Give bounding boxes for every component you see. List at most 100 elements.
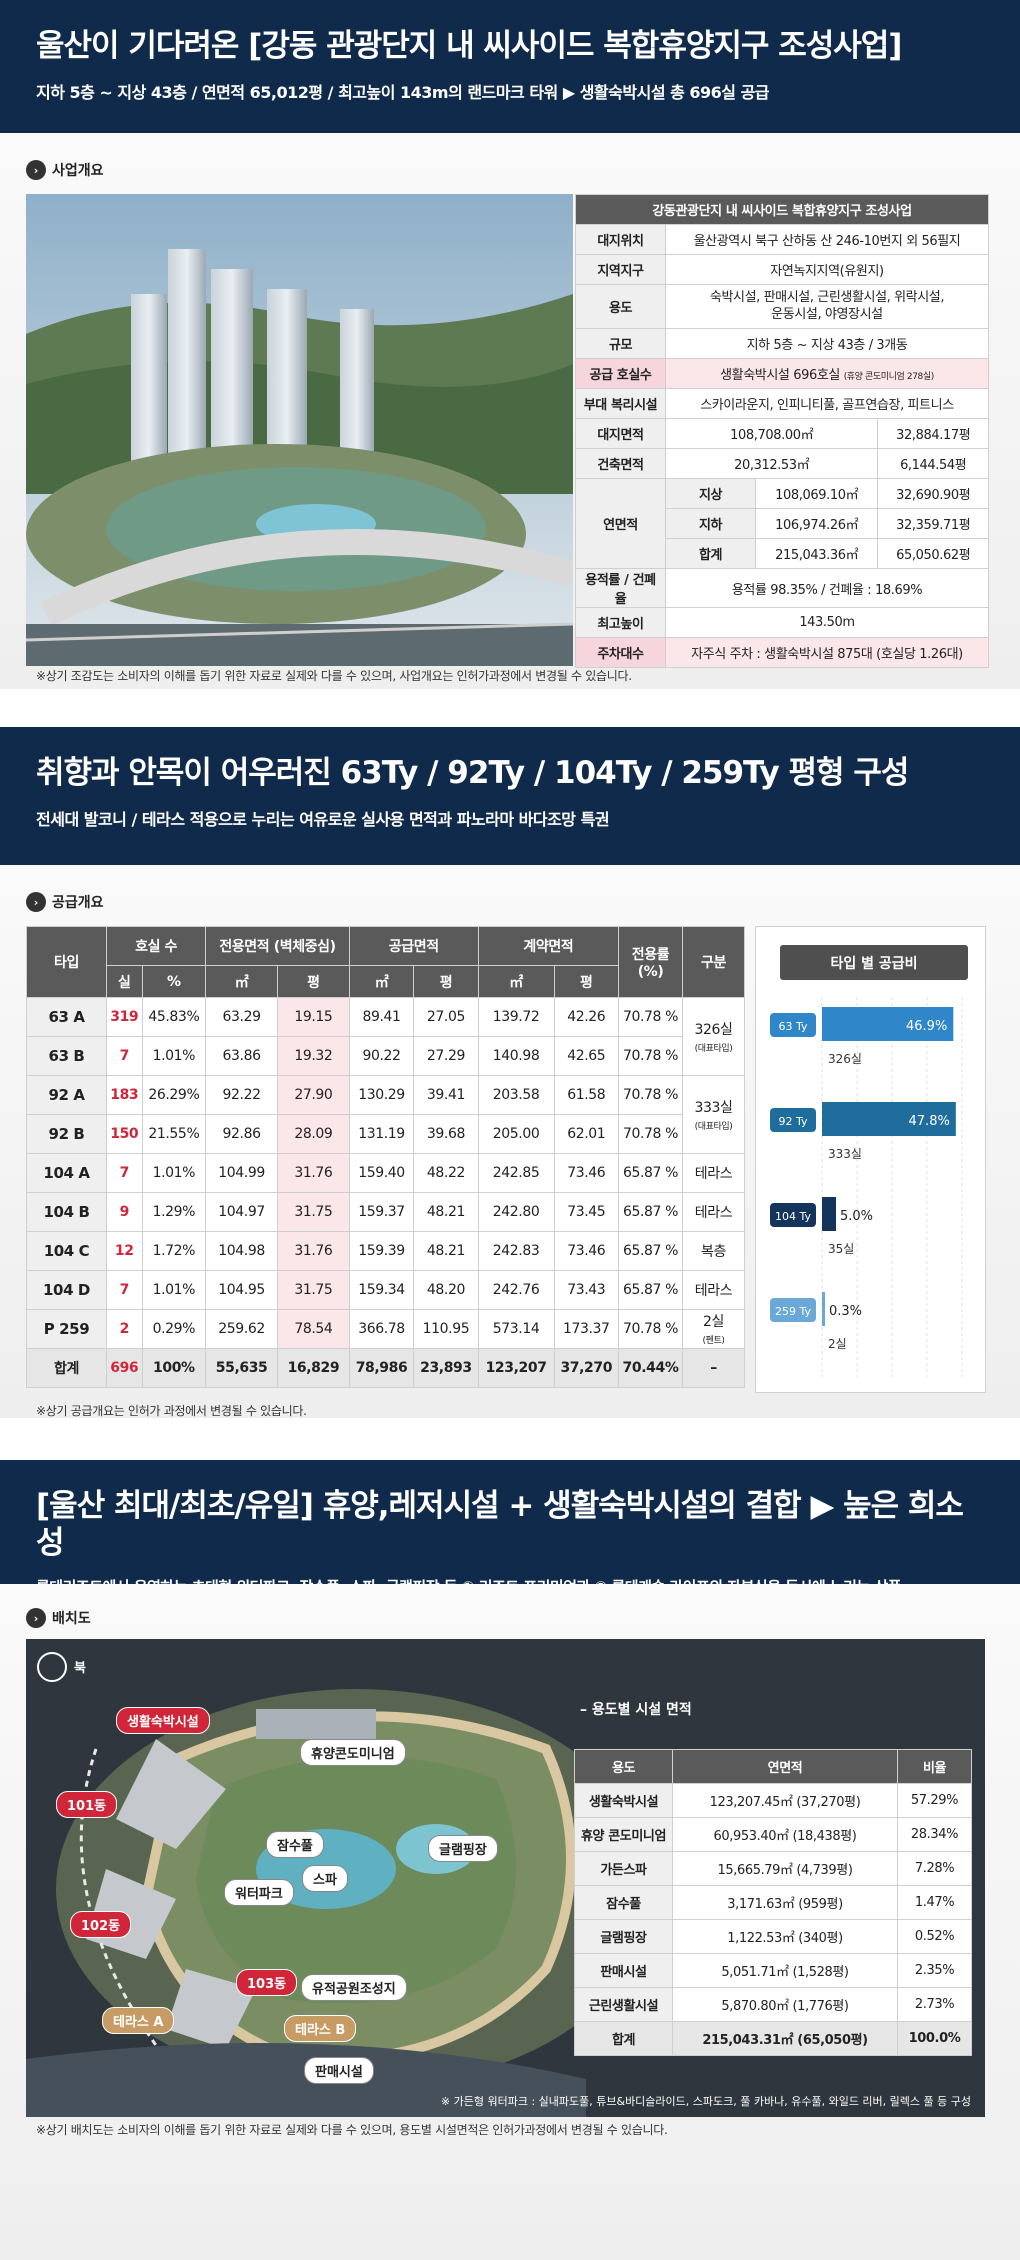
cell-sp: 48.21 — [413, 1231, 479, 1271]
section-gap — [0, 1418, 1020, 1460]
cell-sm: 90.22 — [348, 1036, 415, 1076]
table-row: 92 B 150 21.55% 92.86 28.09 131.19 39.68 205.00… — [26, 1114, 745, 1154]
pin-lodging: 생활숙박시설 — [116, 1707, 210, 1734]
aerial-rendering-image — [26, 194, 573, 666]
cell-sp: 39.68 — [413, 1114, 479, 1154]
category-label: 104 Ty — [775, 1210, 811, 1223]
area-total-row: 합계 215,043.31㎡ (65,050평) 100.0% — [574, 2021, 972, 2056]
section1-header: 울산이 기다려온 [강동 관광단지 내 씨사이드 복합휴양지구 조성사업] 지하… — [0, 0, 1020, 133]
total-sm: 78,986 — [348, 1348, 415, 1388]
area-area: 5,870.80㎡ (1,776평) — [672, 1987, 898, 2022]
pin-pool: 잠수풀 — [266, 1831, 324, 1858]
table-row: 104 A 7 1.01% 104.99 31.76 159.40 48.22 242.85 7… — [26, 1153, 745, 1193]
area-total-area: 215,043.31㎡ (65,050평) — [672, 2021, 898, 2056]
table-total-row: 합계 696 100% 55,635 16,829 78,986 23,893 123,207… — [26, 1348, 745, 1388]
area-row: 잠수풀 3,171.63㎡ (959평) 1.47% — [574, 1885, 972, 1920]
value-label: 47.8% — [909, 1114, 950, 1129]
category-label: 259 Ty — [775, 1305, 811, 1318]
category-tag — [770, 1108, 816, 1132]
area-row: 생활숙박시설 123,207.45㎡ (37,270평) 57.29% — [574, 1783, 972, 1818]
area-area: 5,051.71㎡ (1,528평) — [672, 1953, 898, 1988]
cell-em: 92.86 — [205, 1114, 278, 1154]
cell-ep: 19.32 — [276, 1036, 350, 1076]
area-table-title: – 용도별 시설 면적 — [580, 1702, 692, 1718]
chart-title: 타입 별 공급비 — [780, 945, 968, 980]
cell-cm: 139.72 — [477, 997, 555, 1037]
pin-102: 102동 — [70, 1911, 132, 1938]
total-cm: 123,207 — [477, 1348, 555, 1388]
pin-spa: 스파 — [302, 1865, 348, 1892]
cell-ep: 31.75 — [276, 1270, 350, 1310]
cell-pct: 1.01% — [141, 1036, 207, 1076]
value-label: 0.3% — [829, 1304, 862, 1319]
area-area: 15,665.79㎡ (4,739평) — [672, 1851, 898, 1886]
cell-kind: 2실 (펜트) — [682, 1309, 745, 1349]
cell-r: 70.78 % — [618, 1114, 683, 1154]
section1-subtitle: 지하 5층 ~ 지상 43층 / 연면적 65,012평 / 최고높이 143m… — [36, 83, 770, 103]
cell-ep: 31.75 — [276, 1192, 350, 1232]
business-overview-table: 강동관광단지 내 씨사이드 복합휴양지구 조성사업 대지위치 울산광역시 북구 산… — [575, 194, 989, 668]
cell-type: 104 D — [26, 1270, 107, 1310]
cell-n: 7 — [106, 1036, 143, 1076]
cell-r: 70.78 % — [618, 1309, 683, 1349]
table-row: 104 D 7 1.01% 104.95 31.75 159.34 48.20 242.76 7… — [26, 1270, 745, 1310]
cell-em: 104.95 — [205, 1270, 278, 1310]
cell-type: 104 B — [26, 1192, 107, 1232]
cell-type: 104 A — [26, 1153, 107, 1193]
compass-label: 북 — [74, 1661, 86, 1676]
cell-r: 65.87 % — [618, 1192, 683, 1232]
cell-sp: 110.95 — [413, 1309, 479, 1349]
cell-pct: 21.55% — [141, 1114, 207, 1154]
count-label: 326실 — [828, 1052, 862, 1066]
cell-ep: 27.90 — [276, 1075, 350, 1115]
cell-sm: 159.40 — [348, 1153, 415, 1193]
area-ratio: 7.28% — [897, 1851, 972, 1886]
cell-sm: 130.29 — [348, 1075, 415, 1115]
cell-cp: 73.46 — [553, 1153, 619, 1193]
section1-body: › 사업개요 강동관광단지 내 씨사이드 복합휴양지구 조성사업 대지위 — [0, 133, 1020, 689]
area-area: 1,122.53㎡ (340평) — [672, 1919, 898, 1954]
cell-kind: 333실 (대표타입) — [682, 1075, 745, 1154]
category-tag — [770, 1013, 816, 1037]
type-ratio-chart: 타입 별 공급비 63 Ty 46.9% 326실 92 Ty 47.8% 333실 104… — [755, 926, 986, 1393]
bar-1 — [822, 1102, 956, 1136]
cell-type: 92 A — [26, 1075, 107, 1115]
area-use: 판매시설 — [574, 1953, 673, 1988]
category-tag — [770, 1203, 816, 1227]
cell-cm: 242.76 — [477, 1270, 555, 1310]
area-use: 잠수풀 — [574, 1885, 673, 1920]
cell-em: 104.98 — [205, 1231, 278, 1271]
value-label: 5.0% — [840, 1209, 873, 1224]
cell-ep: 31.76 — [276, 1153, 350, 1193]
cell-type: P 259 — [26, 1309, 107, 1349]
chevron-right-icon: › — [26, 1608, 46, 1628]
pin-retail: 판매시설 — [304, 2057, 374, 2084]
section3-title: [울산 최대/최초/유일] 휴양,레저시설 + 생활숙박시설의 결합 ▶ 높은 … — [36, 1488, 964, 1562]
cell-pct: 1.01% — [141, 1270, 207, 1310]
cell-cp: 61.58 — [553, 1075, 619, 1115]
pin-park: 유적공원조성지 — [301, 1974, 407, 2001]
cell-r: 70.78 % — [618, 1036, 683, 1076]
bar-0 — [822, 1007, 954, 1041]
category-label: 92 Ty — [778, 1115, 807, 1128]
cell-n: 183 — [106, 1075, 143, 1115]
table-row: 104 B 9 1.29% 104.97 31.75 159.37 48.21 242.80 7… — [26, 1192, 745, 1232]
cell-em: 63.29 — [205, 997, 278, 1037]
cell-sp: 39.41 — [413, 1075, 479, 1115]
cell-ep: 78.54 — [276, 1309, 350, 1349]
cell-r: 65.87 % — [618, 1153, 683, 1193]
area-area: 3,171.63㎡ (959평) — [672, 1885, 898, 1920]
cell-cp: 42.65 — [553, 1036, 619, 1076]
value-label: 46.9% — [906, 1019, 947, 1034]
pin-103: 103동 — [236, 1969, 298, 1996]
area-row: 판매시설 5,051.71㎡ (1,528평) 2.35% — [574, 1953, 972, 1988]
cell-sm: 89.41 — [348, 997, 415, 1037]
cell-cm: 242.83 — [477, 1231, 555, 1271]
area-row: 휴양 콘도미니엄 60,953.40㎡ (18,438평) 28.34% — [574, 1817, 972, 1852]
cell-n: 2 — [106, 1309, 143, 1349]
count-label: 2실 — [828, 1337, 847, 1351]
site-plan-map: 북 생활숙박시설 휴양콘도미니엄 101동 잠수풀 글램핑장 스파 워터파크 1… — [26, 1639, 985, 2117]
cell-ep: 28.09 — [276, 1114, 350, 1154]
cell-n: 319 — [106, 997, 143, 1037]
total-em: 55,635 — [205, 1348, 278, 1388]
